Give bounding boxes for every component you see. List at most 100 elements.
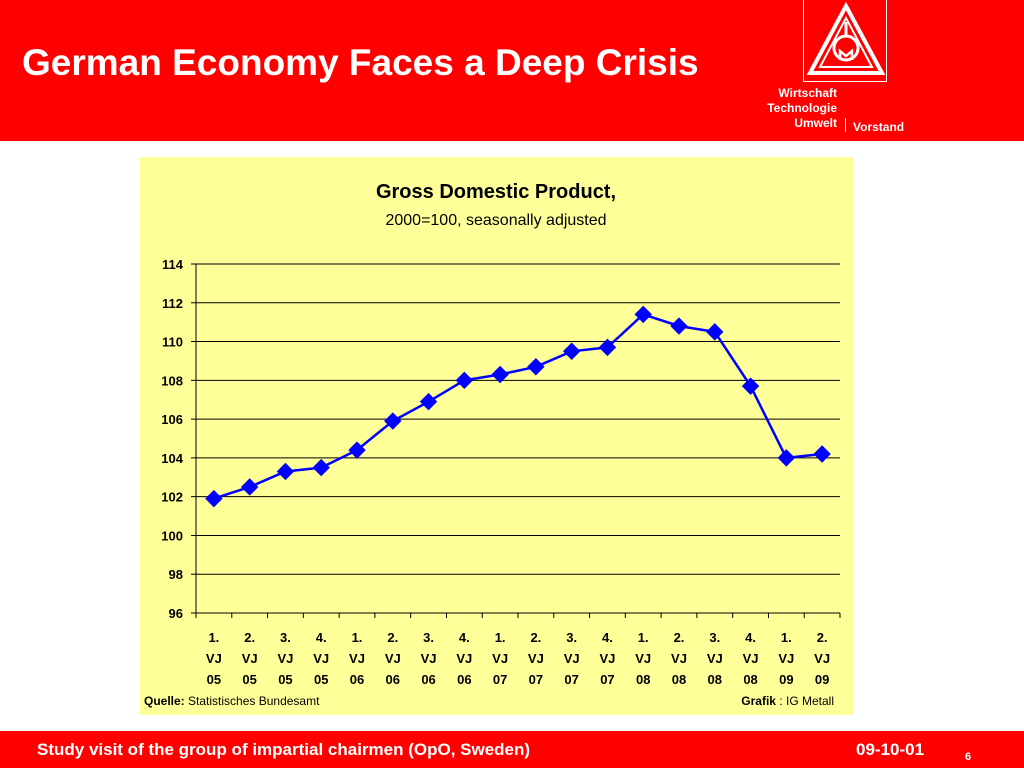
department-block: Wirtschaft Technologie Umwelt	[767, 86, 837, 131]
x-tick-label: VJ	[707, 651, 723, 666]
x-tick-label: 1.	[352, 630, 363, 645]
source-note: Quelle: Statistisches Bundesamt	[144, 694, 320, 708]
footer-date: 09-10-01	[856, 740, 925, 759]
x-tick-label: 06	[350, 672, 364, 687]
gdp-data-point	[348, 441, 366, 459]
x-tick-label: 07	[600, 672, 614, 687]
x-tick-label: VJ	[599, 651, 615, 666]
x-tick-label: 09	[779, 672, 793, 687]
x-tick-label: 4.	[602, 630, 613, 645]
gdp-data-point	[455, 371, 474, 390]
x-tick-label: VJ	[814, 651, 830, 666]
department-line: Technologie	[767, 101, 837, 115]
x-tick-label: VJ	[206, 651, 222, 666]
x-tick-label: 08	[708, 672, 722, 687]
x-tick-label: 08	[743, 672, 757, 687]
x-tick-label: 4.	[459, 630, 470, 645]
credit-label: Grafik	[741, 694, 776, 708]
department-line: Umwelt	[794, 116, 837, 130]
page-number: 6	[965, 751, 972, 763]
department-line: Wirtschaft	[778, 86, 837, 100]
x-tick-label: 06	[386, 672, 400, 687]
gdp-data-point	[276, 462, 295, 481]
x-tick-label: 2.	[530, 630, 541, 645]
x-tick-label: 1.	[638, 630, 649, 645]
footer-caption: Study visit of the group of impartial ch…	[37, 740, 531, 759]
x-tick-label: VJ	[671, 651, 687, 666]
gdp-data-point	[527, 358, 545, 376]
footer-bar: Study visit of the group of impartial ch…	[0, 731, 1024, 768]
board-label: Vorstand	[853, 120, 905, 134]
gdp-data-point	[491, 365, 509, 384]
gdp-data-point	[312, 458, 330, 477]
x-tick-label: 3.	[280, 630, 291, 645]
x-tick-label: 07	[493, 672, 507, 687]
x-tick-label: 1.	[208, 630, 219, 645]
gdp-data-point	[777, 449, 796, 467]
x-tick-label: VJ	[528, 651, 544, 666]
x-tick-label: 1.	[495, 630, 506, 645]
x-tick-label: 2.	[387, 630, 398, 645]
chart-panel: Gross Domestic Product, 2000=100, seasona…	[140, 157, 853, 715]
x-tick-label: 2.	[817, 630, 828, 645]
x-tick-label: 2.	[674, 630, 685, 645]
y-tick-label: 102	[161, 490, 183, 505]
gdp-data-point	[813, 445, 831, 463]
x-tick-label: 4.	[745, 630, 756, 645]
x-tick-label: 3.	[566, 630, 577, 645]
x-tick-label: 3.	[709, 630, 720, 645]
chart-subtitle: 2000=100, seasonally adjusted	[385, 212, 606, 229]
gdp-data-point	[384, 412, 402, 430]
x-tick-label: VJ	[743, 651, 759, 666]
gdp-data-point	[706, 323, 724, 341]
x-tick-label: 1.	[781, 630, 792, 645]
x-tick-label: 08	[672, 672, 686, 687]
x-tick-label: VJ	[349, 651, 365, 666]
x-tick-label: VJ	[492, 651, 508, 666]
y-tick-label: 104	[161, 451, 183, 466]
x-tick-label: VJ	[277, 651, 293, 666]
x-tick-label: 05	[278, 672, 292, 687]
x-tick-label: 07	[564, 672, 578, 687]
gdp-data-point	[598, 338, 617, 357]
x-tick-label: 06	[421, 672, 435, 687]
x-tick-label: 05	[314, 672, 328, 687]
gdp-data-point	[205, 489, 223, 508]
x-tick-label: 3.	[423, 630, 434, 645]
x-tick-label: VJ	[242, 651, 258, 666]
x-tick-label: VJ	[456, 651, 472, 666]
x-tick-label: 4.	[316, 630, 327, 645]
x-tick-label: 2.	[244, 630, 255, 645]
x-tick-label: VJ	[421, 651, 437, 666]
x-tick-label: VJ	[385, 651, 401, 666]
y-tick-label: 106	[161, 412, 183, 427]
source-label: Quelle:	[144, 694, 185, 708]
y-tick-label: 98	[169, 567, 183, 582]
gdp-data-point	[634, 305, 652, 324]
x-tick-label: 05	[207, 672, 221, 687]
x-tick-label: 05	[242, 672, 256, 687]
slide-title: German Economy Faces a Deep Crisis	[22, 42, 699, 83]
gdp-data-point	[419, 392, 438, 411]
header-divider	[845, 118, 846, 132]
x-tick-label: VJ	[778, 651, 794, 666]
y-tick-label: 110	[162, 335, 183, 350]
x-tick-label: 07	[529, 672, 543, 687]
y-tick-label: 96	[169, 606, 183, 621]
source-text: Statistisches Bundesamt	[185, 694, 320, 708]
chart-title: Gross Domestic Product,	[376, 181, 616, 203]
credit-text: : IG Metall	[776, 694, 834, 708]
y-tick-label: 100	[161, 528, 183, 543]
x-tick-label: VJ	[635, 651, 651, 666]
ig-metall-logo	[803, 0, 887, 82]
credit-note: Grafik : IG Metall	[741, 694, 834, 708]
x-tick-label: 06	[457, 672, 471, 687]
gdp-data-point	[562, 342, 581, 360]
y-tick-label: 114	[162, 257, 184, 272]
x-tick-label: VJ	[313, 651, 329, 666]
gdp-line-chart: Gross Domestic Product, 2000=100, seasona…	[144, 181, 841, 708]
y-tick-label: 108	[161, 373, 183, 388]
gdp-data-point	[670, 317, 688, 335]
header-bar: German Economy Faces a Deep Crisis Wirts…	[0, 0, 1024, 141]
y-tick-label: 112	[162, 296, 183, 311]
